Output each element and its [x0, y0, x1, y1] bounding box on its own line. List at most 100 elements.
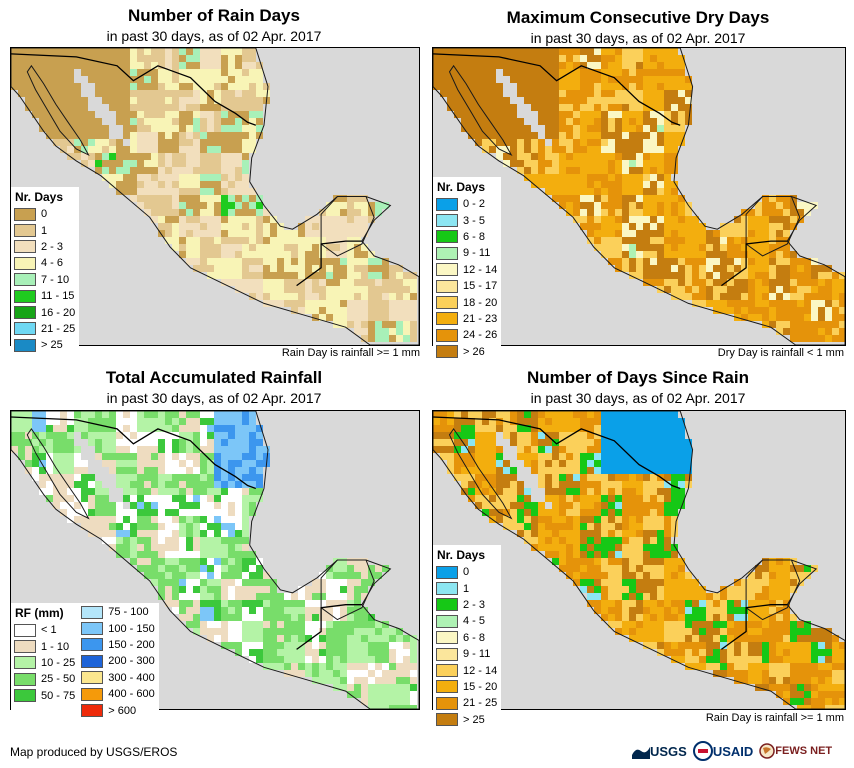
raster-cell	[144, 104, 151, 111]
raster-cell	[305, 307, 312, 314]
raster-cell	[326, 600, 333, 607]
raster-cell	[790, 558, 797, 565]
raster-cell	[629, 202, 636, 209]
raster-cell	[629, 439, 636, 446]
raster-cell	[741, 314, 748, 321]
raster-cell	[643, 202, 650, 209]
raster-cell	[461, 118, 468, 125]
raster-cell	[11, 62, 18, 69]
raster-cell	[375, 293, 382, 300]
raster-cell	[559, 467, 566, 474]
raster-cell	[74, 453, 81, 460]
raster-cell	[615, 481, 622, 488]
raster-cell	[151, 111, 158, 118]
raster-cell	[580, 104, 587, 111]
raster-cell	[566, 460, 573, 467]
raster-cell	[538, 76, 545, 83]
raster-cell	[573, 481, 580, 488]
raster-cell	[144, 439, 151, 446]
panel-4-legend-title: Nr. Days	[437, 548, 486, 562]
raster-cell	[305, 635, 312, 642]
raster-cell	[382, 258, 389, 265]
raster-cell	[102, 146, 109, 153]
raster-cell	[482, 69, 489, 76]
raster-cell	[396, 705, 403, 709]
raster-cell	[88, 69, 95, 76]
raster-cell	[580, 195, 587, 202]
raster-cell	[298, 656, 305, 663]
raster-cell	[587, 425, 594, 432]
raster-cell	[594, 230, 601, 237]
raster-cell	[144, 418, 151, 425]
raster-cell	[559, 509, 566, 516]
raster-cell	[368, 705, 375, 709]
raster-cell	[650, 523, 657, 530]
raster-cell	[587, 586, 594, 593]
raster-cell	[123, 181, 130, 188]
raster-cell	[664, 628, 671, 635]
legend-label: 24 - 26	[463, 329, 498, 342]
raster-cell	[503, 495, 510, 502]
raster-cell	[361, 642, 368, 649]
raster-cell	[447, 446, 454, 453]
raster-cell	[755, 265, 762, 272]
raster-cell	[615, 118, 622, 125]
raster-cell	[291, 628, 298, 635]
raster-cell	[580, 188, 587, 195]
raster-cell	[678, 446, 685, 453]
raster-cell	[382, 286, 389, 293]
raster-cell	[207, 104, 214, 111]
raster-cell	[503, 425, 510, 432]
raster-cell	[671, 607, 678, 614]
raster-cell	[622, 460, 629, 467]
raster-cell	[200, 167, 207, 174]
raster-cell	[270, 272, 277, 279]
raster-cell	[144, 55, 151, 62]
legend-item: 6 - 8	[436, 229, 497, 245]
raster-cell	[559, 48, 566, 55]
raster-cell	[503, 69, 510, 76]
raster-cell	[221, 614, 228, 621]
raster-cell	[214, 558, 221, 565]
raster-cell	[60, 502, 67, 509]
raster-cell	[566, 446, 573, 453]
raster-cell	[242, 432, 249, 439]
raster-cell	[629, 418, 636, 425]
raster-cell	[130, 90, 137, 97]
raster-cell	[312, 600, 319, 607]
raster-cell	[46, 488, 53, 495]
raster-cell	[713, 649, 720, 656]
raster-cell	[678, 216, 685, 223]
raster-cell	[354, 328, 361, 335]
raster-cell	[123, 132, 130, 139]
raster-cell	[741, 300, 748, 307]
raster-cell	[601, 153, 608, 160]
raster-cell	[235, 537, 242, 544]
raster-cell	[769, 258, 776, 265]
raster-cell	[95, 69, 102, 76]
raster-cell	[410, 300, 417, 307]
legend-label: 4 - 6	[41, 257, 64, 270]
raster-cell	[685, 439, 692, 446]
raster-cell	[762, 593, 769, 600]
raster-cell	[608, 181, 615, 188]
raster-cell	[214, 272, 221, 279]
legend-label: 4 - 5	[463, 615, 486, 628]
raster-cell	[403, 677, 410, 684]
raster-cell	[671, 69, 678, 76]
raster-cell	[235, 579, 242, 586]
raster-cell	[74, 502, 81, 509]
raster-cell	[510, 425, 517, 432]
raster-cell	[354, 649, 361, 656]
raster-cell	[657, 209, 664, 216]
raster-cell	[158, 83, 165, 90]
raster-cell	[193, 488, 200, 495]
raster-cell	[650, 551, 657, 558]
raster-cell	[319, 649, 326, 656]
raster-cell	[200, 83, 207, 90]
raster-cell	[200, 523, 207, 530]
raster-cell	[573, 446, 580, 453]
raster-cell	[790, 265, 797, 272]
raster-cell	[510, 411, 517, 418]
